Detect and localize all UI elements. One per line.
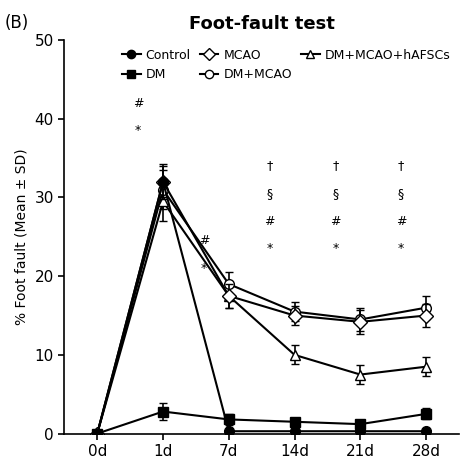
Text: #: # — [199, 234, 209, 247]
Legend: Control, DM, MCAO, DM+MCAO, DM+MCAO+hAFSCs: Control, DM, MCAO, DM+MCAO, DM+MCAO+hAFS… — [119, 46, 453, 83]
Text: §: § — [266, 187, 273, 200]
Text: *: * — [135, 124, 141, 137]
Text: §: § — [398, 187, 404, 200]
Y-axis label: % Foot fault (Mean ± SD): % Foot fault (Mean ± SD) — [15, 148, 29, 325]
Text: #: # — [133, 97, 143, 109]
Text: †: † — [332, 160, 338, 173]
Title: Foot-fault test: Foot-fault test — [189, 15, 335, 33]
Text: #: # — [396, 215, 406, 228]
Text: #: # — [330, 215, 341, 228]
Text: §: § — [332, 187, 338, 200]
Text: (B): (B) — [5, 14, 29, 32]
Text: *: * — [201, 262, 207, 275]
Text: *: * — [398, 242, 404, 255]
Text: #: # — [264, 215, 275, 228]
Text: †: † — [266, 160, 273, 173]
Text: *: * — [332, 242, 338, 255]
Text: *: * — [266, 242, 273, 255]
Text: †: † — [398, 160, 404, 173]
